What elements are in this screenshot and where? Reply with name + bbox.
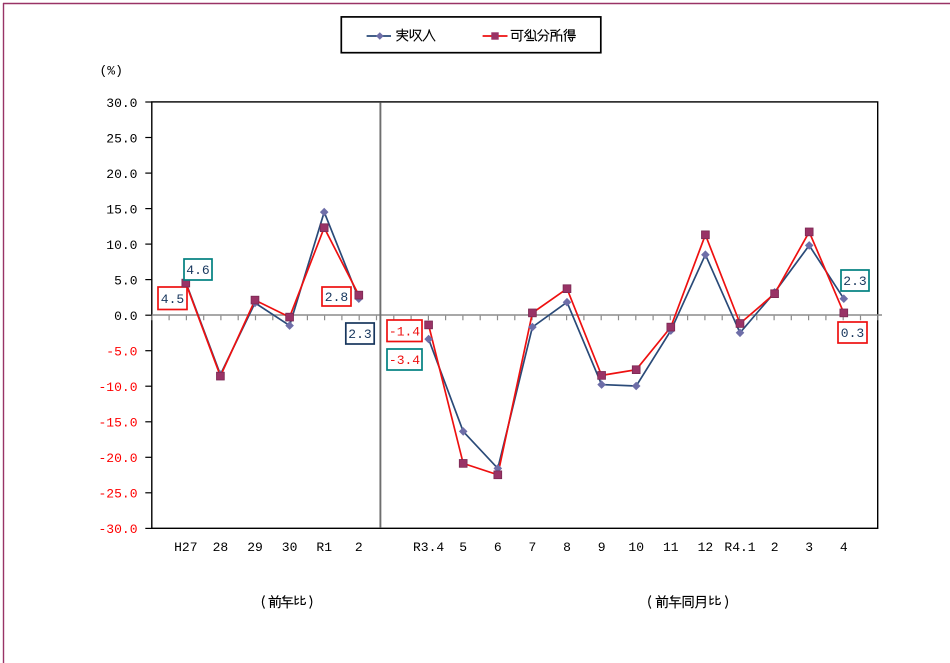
svg-text:-1.4: -1.4 [389, 324, 420, 339]
svg-text:4: 4 [840, 540, 848, 555]
svg-text:-3.4: -3.4 [389, 353, 420, 368]
svg-text:0.3: 0.3 [841, 326, 864, 341]
svg-text:11: 11 [663, 540, 679, 555]
svg-text:8: 8 [563, 540, 571, 555]
svg-text:(%): (%) [100, 64, 123, 79]
svg-text:-20.0: -20.0 [98, 451, 137, 466]
svg-text:0.0: 0.0 [114, 309, 137, 324]
svg-text:2: 2 [355, 540, 363, 555]
svg-text:5.0: 5.0 [114, 273, 137, 288]
svg-text:-25.0: -25.0 [98, 487, 137, 502]
svg-text:H27: H27 [174, 540, 197, 555]
svg-text:12: 12 [698, 540, 714, 555]
svg-text:7: 7 [528, 540, 536, 555]
svg-text:2.3: 2.3 [843, 274, 866, 289]
svg-text:R4.1: R4.1 [724, 540, 755, 555]
svg-text:10.0: 10.0 [106, 238, 137, 253]
svg-text:10: 10 [628, 540, 644, 555]
svg-text:2.3: 2.3 [348, 327, 371, 342]
svg-text:4.5: 4.5 [161, 292, 184, 307]
svg-text:-5.0: -5.0 [106, 345, 137, 360]
svg-text:30.0: 30.0 [106, 96, 137, 111]
svg-text:15.0: 15.0 [106, 202, 137, 217]
svg-text:-30.0: -30.0 [98, 522, 137, 537]
svg-text:30: 30 [282, 540, 298, 555]
svg-text:5: 5 [459, 540, 467, 555]
svg-text:2: 2 [771, 540, 779, 555]
svg-text:20.0: 20.0 [106, 167, 137, 182]
svg-text:R1: R1 [316, 540, 332, 555]
svg-text:29: 29 [247, 540, 263, 555]
svg-text:25.0: 25.0 [106, 131, 137, 146]
svg-text:-10.0: -10.0 [98, 380, 137, 395]
svg-text:-15.0: -15.0 [98, 416, 137, 431]
svg-text:28: 28 [213, 540, 229, 555]
svg-text:4.6: 4.6 [186, 263, 209, 278]
svg-text:2.8: 2.8 [325, 290, 348, 305]
svg-text:3: 3 [805, 540, 813, 555]
svg-text:R3.4: R3.4 [413, 540, 444, 555]
svg-text:9: 9 [598, 540, 606, 555]
svg-text:6: 6 [494, 540, 502, 555]
